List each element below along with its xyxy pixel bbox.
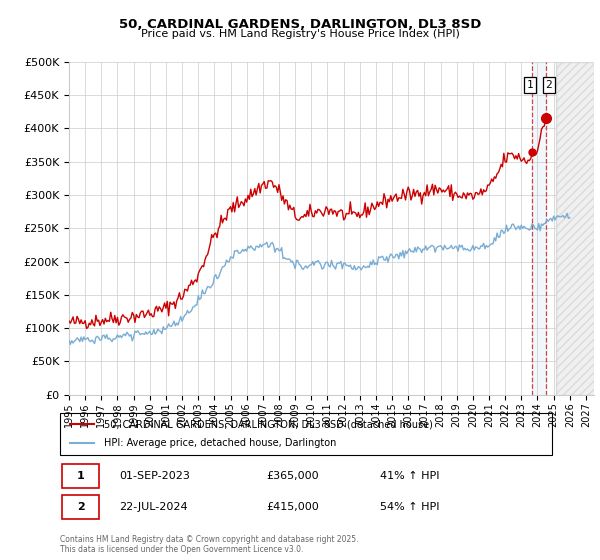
Text: Contains HM Land Registry data © Crown copyright and database right 2025.
This d: Contains HM Land Registry data © Crown c… xyxy=(60,535,359,554)
Text: 01-SEP-2023: 01-SEP-2023 xyxy=(119,471,190,481)
Text: £415,000: £415,000 xyxy=(266,502,319,512)
Text: 22-JUL-2024: 22-JUL-2024 xyxy=(119,502,188,512)
Text: 50, CARDINAL GARDENS, DARLINGTON, DL3 8SD: 50, CARDINAL GARDENS, DARLINGTON, DL3 8S… xyxy=(119,18,481,31)
Text: Price paid vs. HM Land Registry's House Price Index (HPI): Price paid vs. HM Land Registry's House … xyxy=(140,29,460,39)
Text: 1: 1 xyxy=(77,471,85,481)
Bar xyxy=(532,62,547,395)
Text: 50, CARDINAL GARDENS, DARLINGTON, DL3 8SD (detached house): 50, CARDINAL GARDENS, DARLINGTON, DL3 8S… xyxy=(104,419,433,430)
Text: 2: 2 xyxy=(77,502,85,512)
Text: 1: 1 xyxy=(526,80,533,90)
Text: 2: 2 xyxy=(545,80,552,90)
Text: 41% ↑ HPI: 41% ↑ HPI xyxy=(380,471,439,481)
Text: HPI: Average price, detached house, Darlington: HPI: Average price, detached house, Darl… xyxy=(104,438,337,449)
Text: 54% ↑ HPI: 54% ↑ HPI xyxy=(380,502,439,512)
Bar xyxy=(556,62,594,395)
Bar xyxy=(556,62,594,395)
Text: £365,000: £365,000 xyxy=(266,471,319,481)
